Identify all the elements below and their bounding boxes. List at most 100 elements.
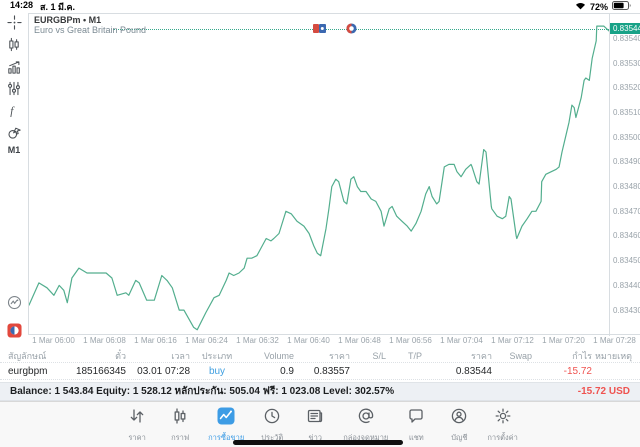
column-header-volume: Volume (263, 350, 294, 361)
sidebar-tool-indicator-settings[interactable] (5, 81, 23, 101)
tab-label: การซื้อขาย (208, 433, 245, 442)
balance-summary: Balance: 1 543.84 Equity: 1 528.12 หลักป… (10, 386, 395, 397)
mailbox-at-icon (357, 407, 375, 430)
cell-symbol: eurgbpm (8, 365, 48, 377)
positions-table-header: สัญลักษณ์ ตั๋ว เวลา ประเภท Volume ราคา S/L T/P ร… (0, 349, 640, 362)
tab-label: การตั้งค่า (487, 433, 518, 442)
home-indicator[interactable] (233, 440, 403, 445)
news-icon (306, 407, 324, 430)
app-badge-icon (6, 323, 22, 343)
price-axis-tick: 0.83540 (613, 33, 640, 43)
price-line-svg (29, 25, 609, 331)
tab-label: ประวัติ (261, 433, 284, 442)
time-axis-tick: 1 Mar 07:20 (542, 336, 585, 345)
time-axis-tick: 1 Mar 06:40 (287, 336, 330, 345)
price-axis-tick: 0.83450 (613, 256, 640, 266)
tab-label: แชท (408, 433, 424, 442)
time-axis[interactable]: 1 Mar 06:00 1 Mar 06:08 1 Mar 06:16 1 Mar 0… (28, 336, 640, 345)
tab-news[interactable]: ข่าว (300, 407, 330, 447)
price-axis-tick: 0.83510 (613, 108, 640, 118)
chart-plot-area[interactable]: EURGBPm • M1 Euro vs Great Britain Pound (29, 14, 609, 336)
chart-tools: f (0, 13, 28, 143)
price-axis-tick: 0.83460 (613, 231, 640, 241)
chart-candles-icon (171, 407, 189, 430)
sidebar-tool-indicators[interactable] (5, 60, 23, 79)
price-axis-tick: 0.83480 (613, 182, 640, 192)
pulse-icon (7, 295, 22, 315)
time-axis-tick: 1 Mar 06:48 (338, 336, 381, 345)
column-header-tp: T/P (407, 350, 422, 361)
tab-accounts[interactable]: บัญชี (444, 407, 474, 447)
current-price-dotted-line (113, 28, 609, 30)
price-axis-tick: 0.83470 (613, 206, 640, 216)
time-axis-tick: 1 Mar 07:12 (491, 336, 534, 345)
tab-label: กราฟ (171, 433, 190, 442)
sidebar-tool-objects[interactable] (5, 127, 23, 143)
price-axis-tick: 0.83430 (613, 305, 640, 315)
time-axis-tick: 1 Mar 07:04 (440, 336, 483, 345)
market-pulse-button[interactable] (5, 295, 23, 315)
price-axis-tick: 0.83530 (613, 58, 640, 68)
function-icon: f (8, 103, 20, 123)
tab-trade[interactable]: การซื้อขาย (208, 407, 244, 447)
column-header-price_current: ราคา (471, 350, 492, 361)
timeframe-badge[interactable]: M1 (7, 145, 21, 155)
time-axis-tick: 1 Mar 06:24 (185, 336, 228, 345)
time-axis-tick: 1 Mar 07:28 (593, 336, 636, 345)
chart-header: EURGBPm • M1 Euro vs Great Britain Pound (34, 15, 146, 35)
cell-price_open: 0.83557 (313, 365, 350, 377)
tab-label: บัญชี (451, 433, 468, 442)
tab-history[interactable]: ประวัติ (257, 407, 287, 447)
cell-ticket: 185166345 (75, 365, 126, 377)
account-summary-bar: Balance: 1 543.84 Equity: 1 528.12 หลักป… (0, 382, 640, 401)
cell-time: 03.01 07:28 (137, 365, 190, 377)
column-header-symbol: สัญลักษณ์ (8, 350, 47, 361)
column-header-profit: กำไร (572, 350, 592, 361)
position-row[interactable]: eurgbpm 185166345 03.01 07:28 buy 0.9 0.83557… (0, 362, 640, 380)
time-axis-tick: 1 Mar 06:08 (83, 336, 126, 345)
price-axis[interactable]: 0.83544 0.83540 0.83530 0.83520 0.83510 0.83… (609, 14, 640, 336)
bottom-tab-bar: ราคา กราฟ การซื้อขาย ประวัติ ข่าว กล่องจดหมาย… (0, 401, 640, 447)
positions-table: สัญลักษณ์ ตั๋ว เวลา ประเภท Volume ราคา S/L T/P ร… (0, 349, 640, 380)
sliders-icon (7, 81, 21, 101)
chart-symbol-title: EURGBPm • M1 (34, 15, 102, 25)
chart-symbol-description: Euro vs Great Britain Pound (34, 25, 147, 35)
price-axis-tick: 0.83500 (613, 132, 640, 142)
tab-mailbox[interactable]: กล่องจดหมาย (343, 407, 388, 447)
app-badge-icon[interactable] (5, 323, 23, 343)
column-header-note: หมายเหตุ (594, 350, 632, 361)
floating-profit: -15.72 USD (577, 386, 630, 397)
account-person-icon (450, 407, 468, 430)
price-axis-tick: 0.83440 (613, 280, 640, 290)
objects-icon (7, 126, 22, 145)
trade-chart-icon (217, 407, 235, 430)
time-axis-tick: 1 Mar 06:32 (236, 336, 279, 345)
chart-toolbar-sidebar: f M1 (0, 13, 28, 347)
cell-type: buy (208, 365, 226, 377)
current-price-label: 0.83544 (610, 23, 640, 35)
tab-settings[interactable]: การตั้งค่า (487, 407, 518, 447)
tab-charts[interactable]: กราฟ (165, 407, 195, 447)
indicators-icon (7, 60, 22, 79)
tab-quotes[interactable]: ราคา (122, 407, 152, 447)
settings-gear-icon (494, 407, 512, 430)
tab-chat[interactable]: แชท (401, 407, 431, 447)
sidebar-tool-chart-type[interactable] (5, 37, 23, 57)
sidebar-tool-crosshair-tool[interactable] (5, 15, 23, 33)
tab-label: ข่าว (308, 433, 323, 442)
cell-price_current: 0.83544 (455, 365, 492, 377)
cell-volume: 0.9 (280, 365, 294, 377)
column-header-time: เวลา (171, 350, 190, 361)
time-axis-tick: 1 Mar 06:16 (134, 336, 177, 345)
cell-profit: -15.72 (563, 365, 592, 377)
candlestick-icon (7, 37, 21, 57)
tab-label: ราคา (128, 433, 146, 442)
battery-percent: 72% (589, 1, 608, 12)
status-date: ส. 1 มี.ค. (40, 1, 75, 12)
time-axis-tick: 1 Mar 06:00 (32, 336, 75, 345)
sidebar-tool-functions[interactable]: f (5, 105, 23, 121)
column-header-type: ประเภท (201, 350, 233, 361)
status-bar: 14:28 ส. 1 มี.ค. 72% (0, 0, 640, 13)
column-header-ticket: ตั๋ว (115, 350, 126, 361)
